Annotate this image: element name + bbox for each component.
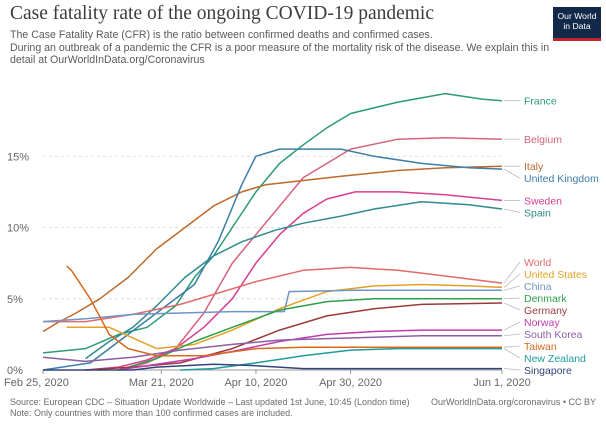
series-line-denmark — [118, 298, 502, 371]
series-line-south-korea — [42, 335, 502, 363]
subtitle-line-1: The Case Fatality Rate (CFR) is the rati… — [10, 29, 433, 41]
series-line-italy — [42, 165, 503, 333]
source-note: Source: European CDC – Situation Update … — [10, 397, 410, 407]
series-label-germany: Germany — [524, 305, 568, 317]
series-label-south-korea: South Korea — [524, 329, 583, 341]
series-line-singapore — [43, 363, 502, 371]
series-label-new-zealand: New Zealand — [524, 353, 586, 365]
series-label-france: France — [524, 96, 557, 108]
series-label-united-states: United States — [524, 269, 587, 281]
logo-line-1: Our World — [557, 11, 597, 21]
label-connector — [503, 302, 521, 311]
label-connector — [503, 208, 521, 213]
subtitle-line-2: During an outbreak of a pandemic the CFR… — [10, 41, 550, 54]
label-connector — [503, 168, 521, 179]
chart-subtitle: The Case Fatality Rate (CFR) is the rati… — [10, 29, 550, 67]
x-tick-label: Jun 1, 2020 — [473, 377, 531, 389]
chart-title: Case fatality rate of the ongoing COVID-… — [10, 3, 435, 24]
label-connector — [503, 333, 521, 337]
series-line-norway — [118, 329, 502, 371]
x-tick-label: Apr 30, 2020 — [319, 377, 382, 389]
label-connector — [503, 261, 521, 284]
label-connector — [503, 285, 521, 291]
series-label-world: World — [524, 257, 551, 269]
series-label-united-kingdom: United Kingdom — [524, 173, 599, 185]
series-label-china: China — [524, 281, 552, 293]
label-connector — [503, 348, 521, 359]
series-line-sweden — [85, 191, 503, 371]
y-tick-label: 0% — [7, 365, 23, 377]
series-label-spain: Spain — [524, 207, 551, 219]
owid-logo[interactable]: Our World in Data — [553, 7, 601, 41]
series-label-singapore: Singapore — [524, 365, 572, 377]
credit-link[interactable]: OurWorldInData.org/coronavirus • CC BY — [430, 397, 596, 407]
x-tick-label: Apr 10, 2020 — [224, 377, 287, 389]
series-label-italy: Italy — [524, 161, 544, 173]
y-tick-label: 5% — [7, 294, 23, 306]
series-label-denmark: Denmark — [524, 293, 567, 305]
series-line-spain — [85, 201, 503, 360]
label-connector — [503, 368, 521, 371]
y-tick-label: 10% — [7, 223, 29, 235]
series-line-united-kingdom — [42, 148, 503, 371]
x-tick-label: Mar 21, 2020 — [129, 377, 194, 389]
series-label-sweden: Sweden — [524, 195, 562, 207]
series-line-china — [42, 289, 502, 323]
x-tick-label: Feb 25, 2020 — [4, 377, 69, 389]
footnote: Note: Only countries with more than 100 … — [10, 408, 293, 418]
subtitle-line-3[interactable]: detail at OurWorldInData.org/Coronavirus — [10, 54, 205, 67]
y-tick-label: 15% — [7, 151, 29, 163]
series-line-taiwan — [66, 265, 502, 357]
label-connector — [503, 297, 521, 300]
series-line-france — [42, 92, 503, 354]
series-label-norway: Norway — [524, 317, 560, 329]
series-line-united-states — [66, 283, 503, 350]
label-connector — [503, 345, 521, 348]
label-connector — [503, 273, 521, 288]
series-line-world — [43, 266, 503, 323]
label-connector — [503, 321, 521, 331]
series-line-new-zealand — [180, 347, 502, 371]
logo-line-2: in Data — [563, 21, 591, 31]
series-label-taiwan: Taiwan — [524, 341, 557, 353]
series-label-belgium: Belgium — [524, 134, 562, 146]
